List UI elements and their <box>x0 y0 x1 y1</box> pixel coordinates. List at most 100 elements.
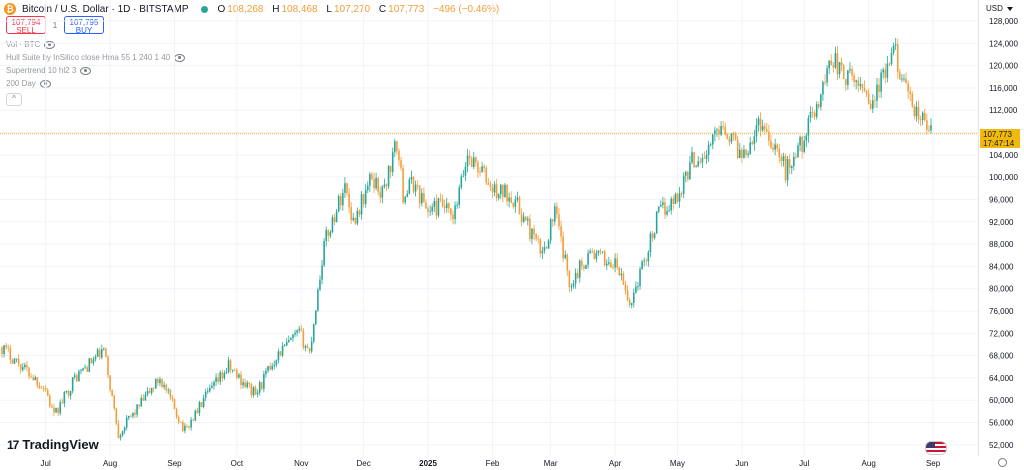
candle-up <box>71 377 74 392</box>
candle-down <box>248 382 251 385</box>
candle-down <box>672 198 675 204</box>
candle-down <box>269 366 271 370</box>
candle-up <box>288 340 290 342</box>
candle-down <box>741 149 743 158</box>
candle-down <box>427 208 429 212</box>
candle-up <box>78 371 80 382</box>
candle-down <box>487 182 490 185</box>
candle-up <box>514 199 517 207</box>
candle-up <box>267 366 269 372</box>
candle-down <box>489 184 492 188</box>
candle-down <box>745 149 747 155</box>
candle-up <box>283 345 286 347</box>
gear-icon[interactable] <box>998 458 1007 467</box>
candle-down <box>699 161 702 163</box>
candle-up <box>198 402 201 414</box>
candle-down <box>928 129 930 131</box>
candle-up <box>547 240 550 249</box>
candle-down <box>115 408 118 424</box>
candle-down <box>722 126 724 128</box>
candle-down <box>229 360 232 371</box>
candle-up <box>121 431 124 436</box>
candle-down <box>51 405 53 408</box>
candle-up <box>63 391 66 404</box>
candle-down <box>470 158 473 168</box>
candle-down <box>400 160 402 169</box>
indicator-supertrend[interactable]: Supertrend 10 hl2 3 <box>6 66 92 75</box>
candle-up <box>391 152 394 172</box>
candle-down <box>416 184 419 186</box>
candle-up <box>601 251 604 253</box>
candle-up <box>608 262 610 264</box>
candle-up <box>92 359 95 364</box>
candle-down <box>736 139 739 159</box>
y-tick-label: 104,000 <box>989 151 1018 160</box>
candle-up <box>743 149 745 158</box>
candle-down <box>861 84 864 88</box>
y-tick-label: 76,000 <box>989 307 1014 316</box>
candle-down <box>780 157 783 162</box>
candle-down <box>379 191 382 198</box>
candle-down <box>371 174 373 180</box>
candle-up <box>554 206 556 222</box>
candle-up <box>549 219 552 241</box>
candle-up <box>96 349 99 357</box>
candle-down <box>545 247 548 249</box>
candle-down <box>884 69 887 78</box>
candle-up <box>614 258 616 268</box>
candle-down <box>165 384 167 391</box>
candle-up <box>647 251 650 262</box>
candle-down <box>44 388 47 391</box>
candle-down <box>389 165 392 172</box>
candle-up <box>256 392 259 395</box>
candle-up <box>335 211 338 223</box>
candle-down <box>200 402 203 407</box>
candle-down <box>863 87 866 91</box>
eye-icon[interactable] <box>80 66 92 75</box>
candle-down <box>350 207 352 220</box>
candle-down <box>30 376 32 378</box>
candle-up <box>462 175 465 177</box>
candle-up <box>246 382 249 388</box>
us-flag-icon[interactable] <box>925 441 947 455</box>
candle-down <box>512 203 515 207</box>
candle-up <box>404 196 406 203</box>
candle-down <box>869 103 872 109</box>
candle-down <box>32 377 34 381</box>
buy-button[interactable]: 107,795 BUY <box>64 16 104 35</box>
candle-up <box>605 263 608 266</box>
candle-down <box>537 238 540 240</box>
candle-down <box>358 210 361 215</box>
candle-up <box>421 193 423 204</box>
x-tick-label: Aug <box>103 459 117 468</box>
candle-down <box>645 260 648 262</box>
candle-up <box>80 370 82 372</box>
candle-down <box>67 390 70 396</box>
candle-up <box>223 372 226 379</box>
currency-selector[interactable]: USD <box>986 4 1013 13</box>
candle-down <box>221 372 224 379</box>
candle-up <box>294 332 296 335</box>
candle-down <box>784 156 787 181</box>
y-tick-label: 92,000 <box>989 218 1014 227</box>
candle-down <box>491 187 494 193</box>
candle-up <box>753 136 756 144</box>
candle-up <box>242 382 244 386</box>
tradingview-wordmark: TradingView <box>22 437 99 452</box>
indicator-volume[interactable]: Vol · BTC <box>6 40 56 49</box>
candle-up <box>285 341 288 346</box>
eye-icon[interactable] <box>44 40 56 49</box>
candle-up <box>657 206 660 212</box>
time-axis-ticks: Jul Aug Sep Oct Nov Dec 2025 Feb Mar Apr May Jun Jul… <box>41 459 941 468</box>
candle-down <box>776 144 779 149</box>
candle-down <box>842 65 845 79</box>
candle-down <box>138 404 140 407</box>
candle-down <box>53 407 55 413</box>
candle-up <box>55 408 57 413</box>
candle-down <box>811 112 814 113</box>
symbol-title[interactable]: Bitcoin / U.S. Dollar · 1D · BITSTAMP <box>22 3 189 15</box>
candle-up <box>273 364 276 366</box>
y-tick-label: 100,000 <box>989 173 1018 182</box>
collapse-indicators-button[interactable]: ^ <box>6 93 22 106</box>
